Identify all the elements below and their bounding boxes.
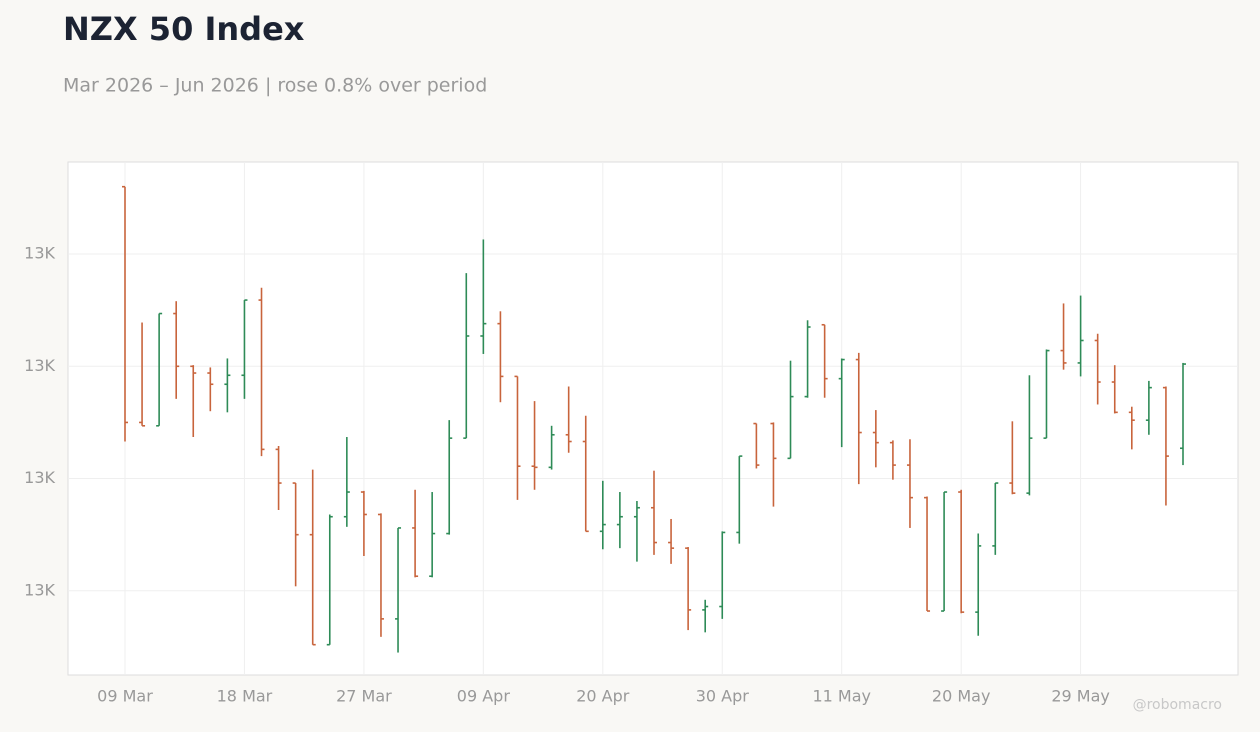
y-tick-label: 13K <box>24 468 55 487</box>
plot-area <box>67 161 1239 676</box>
x-tick-label: 29 May <box>1051 687 1110 706</box>
y-tick-label: 13K <box>24 356 55 375</box>
x-tick-label: 27 Mar <box>336 687 392 706</box>
y-tick-label: 13K <box>24 580 55 599</box>
x-tick-label: 20 May <box>932 687 991 706</box>
chart-subtitle: Mar 2026 – Jun 2026 | rose 0.8% over per… <box>63 75 487 97</box>
y-tick-label: 13K <box>24 244 55 263</box>
watermark: @robomacro <box>1133 697 1222 713</box>
chart-title: NZX 50 Index <box>63 10 305 48</box>
x-tick-label: 30 Apr <box>696 687 750 706</box>
x-tick-label: 11 May <box>812 687 871 706</box>
x-tick-label: 09 Apr <box>457 687 511 706</box>
x-tick-label: 20 Apr <box>576 687 630 706</box>
x-tick-label: 09 Mar <box>97 687 153 706</box>
x-tick-label: 18 Mar <box>217 687 273 706</box>
